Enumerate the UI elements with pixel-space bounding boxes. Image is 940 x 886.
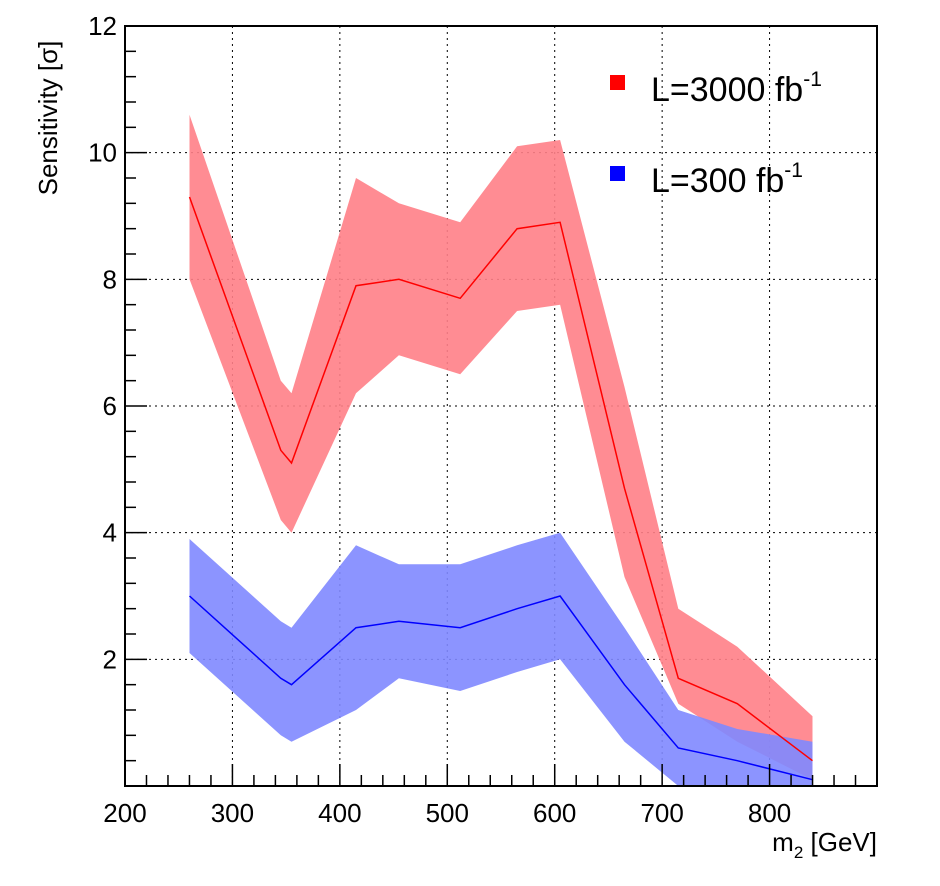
x-axis-title-base: m (772, 827, 794, 857)
x-tick-label-600: 600 (533, 798, 576, 828)
axis-ticks (124, 25, 878, 787)
legend-label-300: L=300 fb-1 (651, 159, 803, 200)
y-tick-label-8: 8 (103, 264, 117, 294)
x-tick-label-800: 800 (748, 798, 791, 828)
y-axis-title: Sensitivity [σ] (33, 41, 63, 196)
x-tick-label-700: 700 (640, 798, 683, 828)
legend-label-3000-main: L=3000 fb (651, 71, 803, 109)
x-tick-label-300: 300 (211, 798, 254, 828)
x-axis-title: m2 [GeV] (772, 827, 877, 862)
line-series-1 (188, 595, 813, 781)
central-lines (188, 196, 813, 781)
y-tick-label-2: 2 (103, 644, 117, 674)
x-axis-title-subscript: 2 (794, 843, 803, 862)
legend-marker-3000 (610, 75, 625, 90)
legend-label-3000: L=3000 fb-1 (651, 68, 822, 109)
y-tick-label-10: 10 (88, 138, 117, 168)
uncertainty-bands (189, 114, 813, 786)
y-tick-label-4: 4 (103, 518, 117, 548)
tick-labels: 200 300 400 500 600 700 800 2 4 6 8 10 12 (88, 11, 791, 828)
x-axis-title-unit: [GeV] (803, 827, 877, 857)
y-tick-label-6: 6 (103, 391, 117, 421)
y-tick-label-12: 12 (88, 11, 117, 41)
legend-label-300-main: L=300 fb (651, 162, 784, 200)
band-series-0 (189, 114, 813, 780)
line-series-0 (188, 196, 813, 762)
x-tick-label-500: 500 (426, 798, 469, 828)
x-tick-label-200: 200 (103, 798, 146, 828)
legend-label-3000-sup: -1 (803, 68, 822, 91)
legend: L=3000 fb-1 L=300 fb-1 (610, 68, 822, 200)
legend-label-300-sup: -1 (784, 159, 803, 182)
x-tick-label-400: 400 (318, 798, 361, 828)
legend-marker-300 (610, 166, 625, 181)
